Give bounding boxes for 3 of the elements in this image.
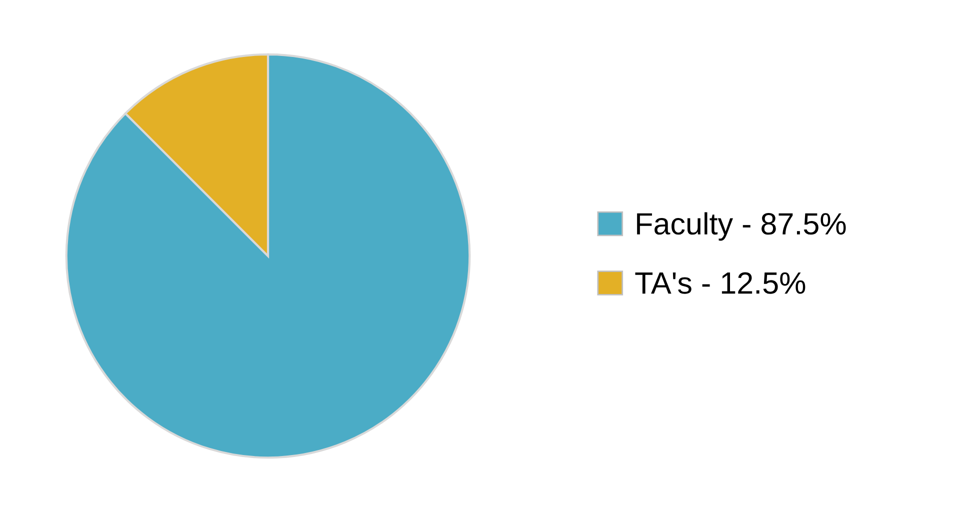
legend-label: Faculty - 87.5% xyxy=(637,212,846,241)
legend-label: TA's - 12.5% xyxy=(635,272,806,294)
pie-slice xyxy=(65,53,471,459)
